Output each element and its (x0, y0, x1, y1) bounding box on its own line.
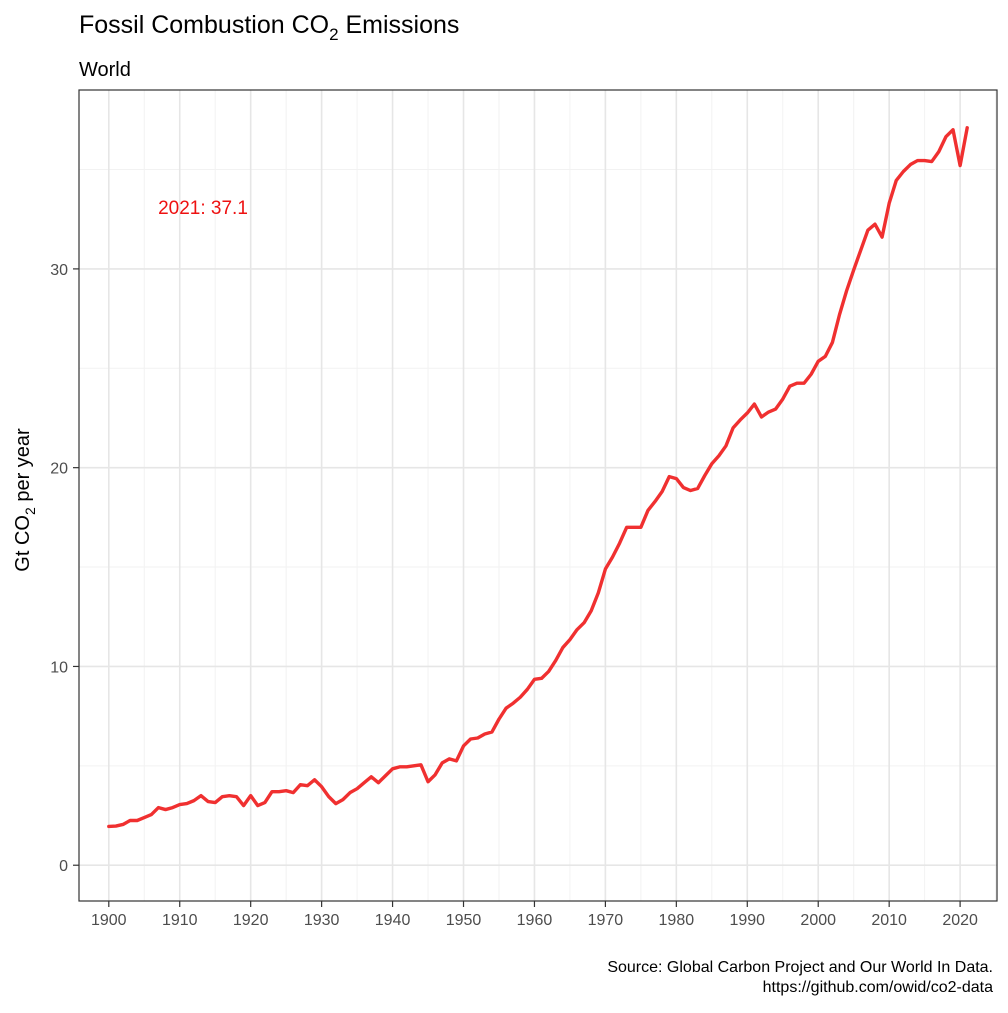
plot-panel-border (78, 89, 998, 902)
x-tick-label: 1910 (162, 912, 198, 929)
y-axis-label: Gt CO2 per year (12, 428, 38, 572)
latest-value-annotation: 2021: 37.1 (158, 198, 248, 219)
x-tick-label: 1990 (729, 912, 765, 929)
y-tick-label: 30 (50, 262, 68, 279)
x-tick-label: 1980 (659, 912, 695, 929)
series-layer (107, 126, 969, 829)
chart-subtitle: World (79, 59, 131, 81)
emissions-series-line (107, 126, 969, 829)
x-tick-label: 1960 (517, 912, 553, 929)
x-tick-label: 2010 (871, 912, 907, 929)
y-axis-label-subscript: 2 (22, 507, 38, 515)
y-tick-label: 0 (59, 858, 68, 875)
x-tick-label: 1900 (91, 912, 127, 929)
y-tick-label: 20 (50, 461, 68, 478)
chart-title-subscript: 2 (329, 25, 338, 44)
x-tick-label: 1920 (233, 912, 269, 929)
x-tick-label: 1950 (446, 912, 482, 929)
x-tick-label: 1930 (304, 912, 340, 929)
x-tick-label: 2000 (800, 912, 836, 929)
y-tick-label: 10 (50, 659, 68, 676)
chart-title: Fossil Combustion CO2 Emissions (79, 11, 459, 44)
caption-source: Source: Global Carbon Project and Our Wo… (607, 959, 993, 976)
caption-url: https://github.com/owid/co2-data (763, 979, 993, 996)
axis-layer: 1900 1910 1920 1930 1940 1950 1960 1970 1980 1990… (50, 262, 978, 929)
grid-layer (79, 90, 997, 901)
x-tick-label: 1940 (375, 912, 411, 929)
x-tick-label: 1970 (588, 912, 624, 929)
x-tick-label: 2020 (942, 912, 978, 929)
